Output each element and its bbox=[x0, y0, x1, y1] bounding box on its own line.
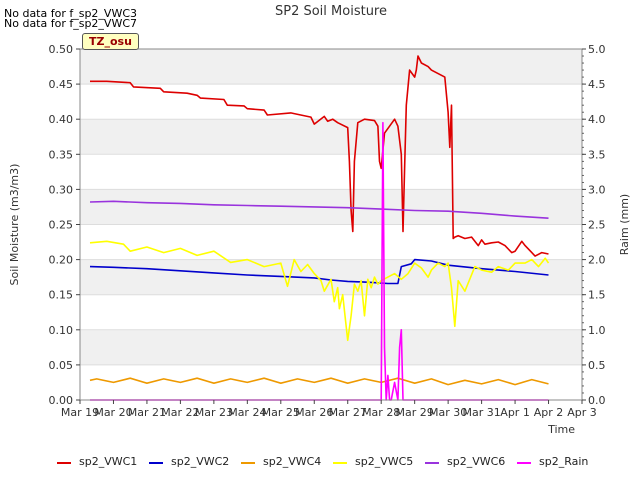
grid-band bbox=[80, 119, 582, 155]
legend-swatch bbox=[57, 462, 71, 464]
y-tick-label: 0.20 bbox=[49, 254, 74, 267]
y2-tick-label: 0.0 bbox=[588, 394, 606, 407]
x-tick-label: Mar 26 bbox=[295, 406, 333, 419]
y2-tick-label: 5.0 bbox=[588, 43, 606, 56]
legend-swatch bbox=[149, 462, 163, 464]
legend-label: sp2_VWC6 bbox=[447, 455, 506, 468]
legend-label: sp2_VWC4 bbox=[263, 455, 322, 468]
x-axis-label: Time bbox=[547, 423, 575, 436]
grid-band bbox=[80, 259, 582, 295]
x-tick-label: Mar 25 bbox=[262, 406, 300, 419]
y-tick-label: 0.10 bbox=[49, 324, 74, 337]
y-tick-label: 0.50 bbox=[49, 43, 74, 56]
x-tick-label: Mar 27 bbox=[329, 406, 367, 419]
y2-tick-label: 2.0 bbox=[588, 254, 606, 267]
legend-label: sp2_Rain bbox=[539, 455, 589, 468]
y-tick-label: 0.25 bbox=[49, 219, 74, 232]
series-line-sp2_VWC4 bbox=[89, 377, 549, 386]
y2-tick-label: 2.5 bbox=[588, 219, 606, 232]
y-tick-label: 0.30 bbox=[49, 183, 74, 196]
y2-tick-label: 1.0 bbox=[588, 324, 606, 337]
grid-band bbox=[80, 49, 582, 85]
y-tick-label: 0.00 bbox=[49, 394, 74, 407]
series-line-sp2_VWC5 bbox=[89, 240, 550, 342]
legend-swatch bbox=[241, 462, 255, 464]
no-data-note-1: No data for f_sp2_VWC3 bbox=[4, 7, 138, 20]
y2-tick-label: 1.5 bbox=[588, 289, 606, 302]
x-tick-label: Mar 28 bbox=[362, 406, 400, 419]
x-tick-label: Apr 1 bbox=[500, 406, 530, 419]
y2-tick-label: 4.5 bbox=[588, 78, 606, 91]
legend-label: sp2_VWC1 bbox=[79, 455, 138, 468]
y-tick-label: 0.15 bbox=[49, 289, 74, 302]
y-tick-label: 0.05 bbox=[49, 359, 74, 372]
y2-tick-label: 0.5 bbox=[588, 359, 606, 372]
y2-axis-label: Raim (mm) bbox=[618, 194, 631, 255]
y-axis-label: Soil Moisture (m3/m3) bbox=[8, 164, 21, 286]
series-line-sp2_VWC1 bbox=[90, 55, 549, 257]
x-tick-label: Mar 20 bbox=[94, 406, 132, 419]
legend-label: sp2_VWC2 bbox=[171, 455, 230, 468]
x-tick-label: Mar 19 bbox=[61, 406, 99, 419]
y-tick-label: 0.45 bbox=[49, 78, 74, 91]
y-tick-label: 0.40 bbox=[49, 113, 74, 126]
grid-band bbox=[80, 329, 582, 365]
y2-tick-label: 4.0 bbox=[588, 113, 606, 126]
series-line-sp2_VWC6 bbox=[89, 200, 549, 219]
y2-tick-label: 3.5 bbox=[588, 148, 606, 161]
x-tick-label: Mar 30 bbox=[429, 406, 467, 419]
x-tick-label: Mar 22 bbox=[161, 406, 199, 419]
x-tick-label: Mar 29 bbox=[396, 406, 434, 419]
y2-tick-label: 3.0 bbox=[588, 183, 606, 196]
legend-swatch bbox=[333, 462, 347, 464]
y-tick-label: 0.35 bbox=[49, 148, 74, 161]
timezone-badge: TZ_osu bbox=[82, 33, 139, 50]
x-tick-label: Mar 24 bbox=[228, 406, 266, 419]
no-data-note-2: No data for f_sp2_VWC7 bbox=[4, 17, 138, 30]
x-tick-label: Apr 2 bbox=[534, 406, 564, 419]
x-tick-label: Mar 23 bbox=[195, 406, 233, 419]
legend-label: sp2_VWC5 bbox=[355, 455, 414, 468]
legend-swatch bbox=[425, 462, 439, 464]
legend-swatch bbox=[517, 462, 531, 464]
x-tick-label: Apr 3 bbox=[567, 406, 597, 419]
chart-legend: sp2_VWC1 sp2_VWC2 sp2_VWC4 sp2_VWC5 sp2_VWC6… bbox=[0, 455, 640, 471]
chart-title: SP2 Soil Moisture bbox=[275, 4, 387, 19]
x-tick-label: Mar 31 bbox=[462, 406, 500, 419]
x-tick-label: Mar 21 bbox=[128, 406, 166, 419]
